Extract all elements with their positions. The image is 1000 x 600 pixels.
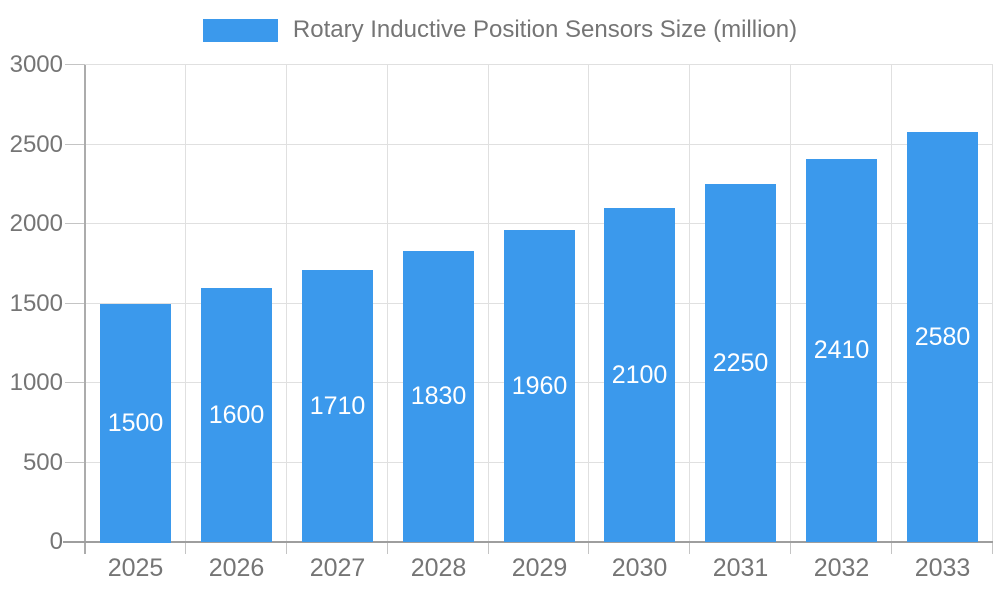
y-axis-label-2500: 2500 [9,131,63,158]
x-axis-label-2030: 2030 [611,554,668,582]
y-tick-1500 [65,303,85,304]
x-tick-7 [790,542,791,554]
gridline-v-7 [790,65,791,542]
x-axis-label-2031: 2031 [712,554,769,582]
legend-swatch [202,18,278,42]
gridline-v-1 [185,65,186,542]
legend: Rotary Inductive Position Sensors Size (… [0,16,1000,44]
y-axis [84,65,86,554]
bar-value-label-2028: 1830 [410,382,467,410]
bar-2032[interactable]: 2410 [806,159,877,542]
bar-2025[interactable]: 1500 [100,304,171,543]
bar-2031[interactable]: 2250 [705,184,776,542]
bar-2029[interactable]: 1960 [504,230,575,542]
gridline-h-2000 [85,223,993,224]
bar-2033[interactable]: 2580 [907,132,978,542]
bar-2030[interactable]: 2100 [604,208,675,542]
x-tick-6 [689,542,690,554]
y-tick-1000 [65,382,85,383]
x-tick-8 [891,542,892,554]
x-tick-4 [488,542,489,554]
y-tick-2500 [65,144,85,145]
gridline-v-8 [891,65,892,542]
bar-value-label-2029: 1960 [511,371,568,400]
gridline-v-5 [588,65,589,542]
y-tick-500 [65,462,85,463]
gridline-v-3 [387,65,388,542]
y-axis-label-3000: 3000 [9,51,63,78]
gridline-h-3000 [85,64,993,65]
x-axis-label-2029: 2029 [511,554,568,582]
x-axis-label-2026: 2026 [208,554,265,582]
x-axis-label-2032: 2032 [813,554,870,582]
x-axis [63,541,993,543]
gridline-v-4 [488,65,489,542]
x-tick-5 [588,542,589,554]
legend-item-series[interactable]: Rotary Inductive Position Sensors Size (… [202,16,798,44]
gridline-v-9 [992,65,993,542]
bar-value-label-2025: 1500 [107,409,164,437]
y-axis-label-1000: 1000 [9,369,63,396]
x-tick-9 [992,542,993,554]
bar-value-label-2032: 2410 [813,336,870,364]
x-tick-2 [286,542,287,554]
bar-value-label-2027: 1710 [309,391,366,420]
y-axis-label-2000: 2000 [9,210,63,237]
x-axis-label-2033: 2033 [914,554,971,582]
y-axis-label-500: 500 [22,449,63,476]
x-axis-label-2025: 2025 [107,554,164,582]
bar-2028[interactable]: 1830 [403,251,474,542]
y-axis-label-0: 0 [49,528,63,555]
bar-value-label-2026: 1600 [208,400,265,429]
bar-value-label-2031: 2250 [712,348,769,377]
x-tick-3 [387,542,388,554]
bar-value-label-2033: 2580 [914,322,971,351]
x-axis-label-2028: 2028 [410,554,467,582]
bar-2026[interactable]: 1600 [201,288,272,542]
gridline-v-6 [689,65,690,542]
bar-value-label-2030: 2100 [611,360,668,389]
gridline-v-2 [286,65,287,542]
x-tick-1 [185,542,186,554]
bar-2027[interactable]: 1710 [302,270,373,542]
legend-label: Rotary Inductive Position Sensors Size (… [292,16,798,43]
y-axis-label-1500: 1500 [9,290,63,317]
gridline-h-2500 [85,144,993,145]
x-axis-label-2027: 2027 [309,554,366,582]
y-tick-2000 [65,223,85,224]
y-tick-3000 [65,64,85,65]
